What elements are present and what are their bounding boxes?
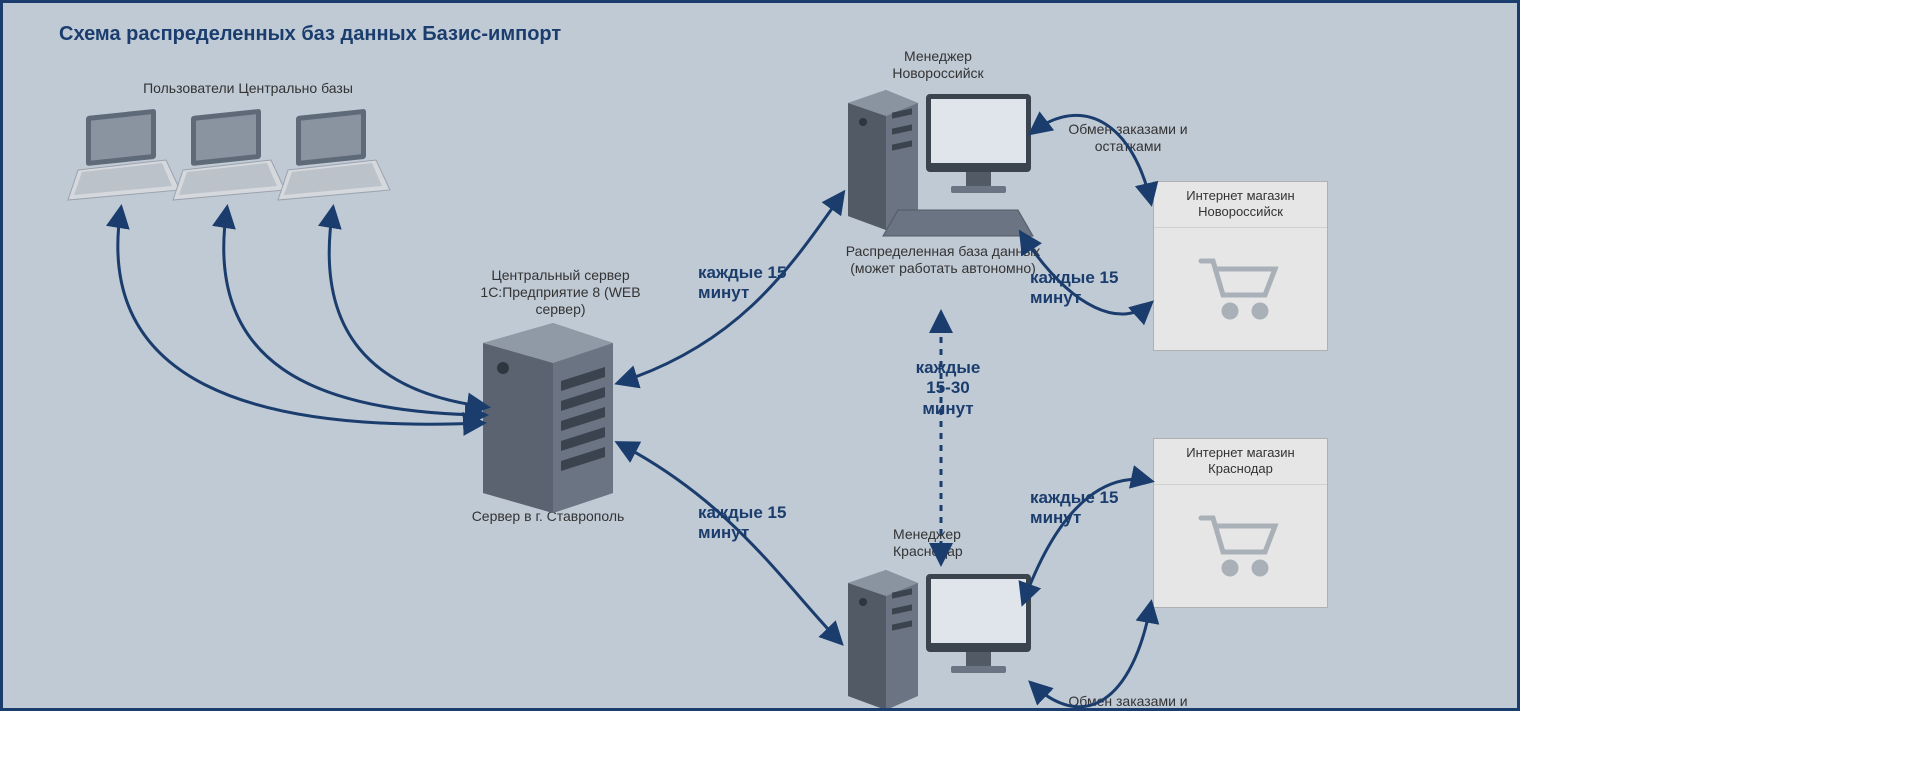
- diagram-canvas: Схема распределенных баз данных Базис-им…: [0, 0, 1520, 711]
- edge-label-server-novo: каждые 15 минут: [698, 263, 818, 304]
- novorossiysk-label-top-text: Менеджер Новороссийск: [892, 48, 983, 81]
- laptop-icon: [278, 109, 390, 200]
- edge-label-krasnodar-shop-top: каждые 15 минут: [1030, 488, 1150, 529]
- edge-label-server-krasnodar: каждые 15 минут: [698, 503, 818, 544]
- novorossiysk-label-top: Менеджер Новороссийск: [873, 48, 1003, 82]
- laptops-group-label: Пользователи Центрально базы: [123, 80, 373, 97]
- shop-krasnodar-label: Интернет магазин Краснодар: [1154, 439, 1327, 485]
- laptop-icon: [173, 109, 285, 200]
- edge-label-novo-shop-bottom: каждые 15 минут: [1030, 268, 1150, 309]
- shop-krasnodar: Интернет магазин Краснодар: [1153, 438, 1328, 608]
- edge-label-krasnodar-shop-bottom: Обмен заказами и: [1043, 693, 1213, 710]
- krasnodar-label-top: Менеджер Краснодар: [893, 526, 993, 560]
- cart-icon: [1196, 510, 1286, 580]
- shop-novorossiysk-label: Интернет магазин Новороссийск: [1154, 182, 1327, 228]
- edge-label-novo-krasnodar: каждые 15-30 минут: [903, 358, 993, 419]
- laptop-icon: [68, 109, 180, 200]
- central-server-label-top: Центральный сервер 1С:Предприятие 8 (WEB…: [458, 267, 663, 317]
- central-server-label-bottom: Сервер в г. Ставрополь: [448, 508, 648, 525]
- workstation-icon: [848, 570, 1031, 710]
- diagram-title: Схема распределенных баз данных Базис-им…: [59, 23, 561, 46]
- workstation-icon: [848, 90, 1033, 236]
- edge-label-novo-shop-top: Обмен заказами и остатками: [1043, 121, 1213, 155]
- krasnodar-label-top-text: Менеджер Краснодар: [893, 526, 963, 559]
- novorossiysk-label-bottom: Распределенная база данных (может работа…: [843, 243, 1043, 277]
- cart-icon: [1196, 253, 1286, 323]
- shop-novorossiysk: Интернет магазин Новороссийск: [1153, 181, 1328, 351]
- server-icon: [483, 323, 613, 513]
